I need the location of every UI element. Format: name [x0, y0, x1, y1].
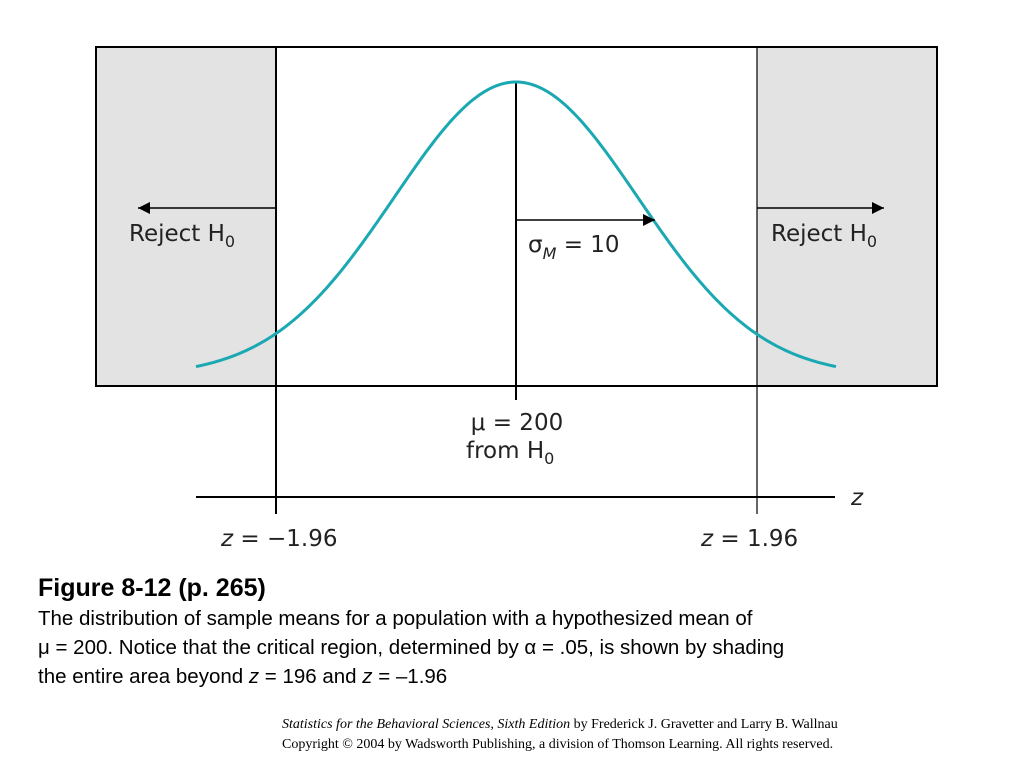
critical-region-right [757, 47, 937, 386]
caption-line-2a: μ = 200. Notice that the critical region… [38, 636, 525, 659]
mean-label: μ = 200 [471, 410, 563, 436]
caption-body: The distribution of sample means for a p… [38, 604, 998, 691]
reject-label-right: Reject H0 [771, 221, 877, 251]
normal-curve [195, 80, 837, 369]
from-h0-label: from H0 [466, 438, 554, 468]
sigma-label: σM = 10 [528, 232, 620, 263]
caption-line-2b: = .05, is shown by shading [536, 636, 785, 659]
reject-label-left: Reject H0 [129, 221, 235, 251]
figure-caption: Figure 8-12 (p. 265) The distribution of… [38, 572, 998, 691]
figure-title: Figure 8-12 (p. 265) [38, 574, 266, 602]
book-authors: by Frederick J. Gravetter and Larry B. W… [570, 717, 838, 732]
caption-line-3b: = 196 and [259, 665, 363, 688]
book-title: Statistics for the Behavioral Sciences, … [282, 717, 571, 732]
z-critical-left-label: z = −1.96 [220, 526, 337, 552]
copyright-notice: Copyright © 2004 by Wadsworth Publishing… [282, 737, 834, 752]
caption-line-1: The distribution of sample means for a p… [38, 607, 753, 630]
critical-region-left [96, 47, 276, 386]
z-symbol: z [248, 665, 260, 688]
caption-line-3a: the entire area beyond [38, 665, 249, 688]
caption-line-3c: = –1.96 [372, 665, 448, 688]
alpha-symbol: α [524, 636, 537, 659]
z-critical-right-label: z = 1.96 [700, 526, 798, 552]
z-symbol: z [362, 665, 373, 688]
z-axis-label: z [850, 485, 864, 511]
normal-distribution-diagram: Reject H0 Reject H0 σM = 10 μ = 200 from… [95, 46, 938, 552]
book-credit: Statistics for the Behavioral Sciences, … [282, 715, 1002, 755]
